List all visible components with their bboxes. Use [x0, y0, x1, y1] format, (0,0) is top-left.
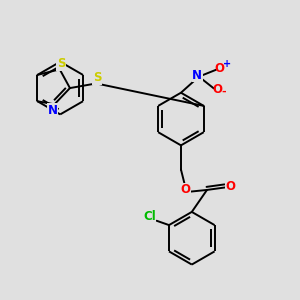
- Text: N: N: [48, 104, 58, 117]
- Text: S: S: [57, 57, 65, 70]
- Text: O: O: [181, 183, 190, 196]
- Text: O: O: [212, 83, 222, 96]
- Text: N: N: [192, 69, 203, 82]
- Text: O: O: [226, 180, 236, 193]
- Text: +: +: [223, 59, 231, 69]
- Text: O: O: [214, 62, 224, 75]
- Text: S: S: [93, 71, 101, 84]
- Text: -: -: [221, 86, 226, 97]
- Text: Cl: Cl: [143, 210, 156, 223]
